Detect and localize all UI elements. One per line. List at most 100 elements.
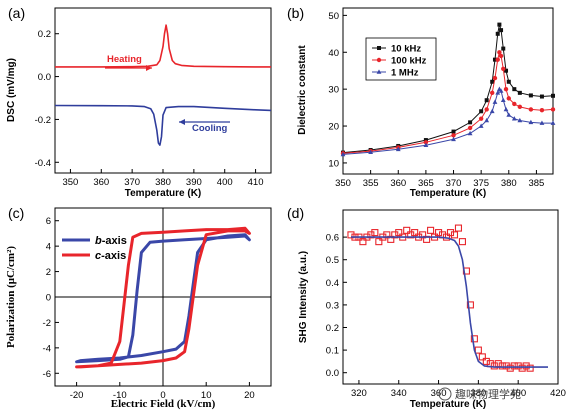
cooling-annotation-text: Cooling [192,123,228,134]
panel-b-series [340,22,556,157]
panel-b-x-axis-label: Temperature (K) [410,188,487,199]
panel-b-label: (b) [287,5,304,21]
data-point [499,28,504,33]
data-point [503,86,509,92]
data-point [347,231,355,239]
panel-d-x-tick-label: 320 [351,388,367,399]
panel-c-zero-lines [55,208,271,386]
panel-a-x-tick-label: 350 [62,177,78,188]
panel-a-x-tick-label: 360 [93,177,109,188]
panel-d-y-tick-label: 0.4 [326,278,339,289]
panel-a-y-tick-label: 0.2 [38,29,51,40]
data-point [497,22,502,27]
panel-d-x-tick-label: 340 [391,388,407,399]
panel-d-series [347,224,548,372]
data-point [506,112,512,117]
panel-a: (a) 350 360 370 380 390 400 410-0.4-0.20.00.2 … [6,5,272,199]
panel-a-x-tick-label: 410 [248,177,264,188]
panel-b-x-tick-label: 365 [418,178,434,189]
data-point [517,117,523,123]
cooling-annotation: Cooling [179,119,230,134]
panel-d-y-axis-label: SHG Intensity (a.u.) [298,251,309,343]
data-point [482,357,490,365]
data-point [403,226,411,234]
data-point [479,109,484,114]
data-point [478,116,484,121]
panel-a-y-tick-label: 0.0 [38,72,51,83]
data-point [518,364,526,372]
data-point [522,362,530,370]
panel-b-y-tick-label: 10 [328,158,339,169]
panel-a-series-line [55,24,271,68]
panel-b-y-tick-label: 20 [328,122,339,133]
data-point [517,104,523,110]
panel-b-x-tick-label: 370 [446,178,462,189]
data-point [470,335,478,343]
panel-a-ticks: 350 360 370 380 390 400 410 -0.4 -0.2 0.0 0.2 [35,29,264,188]
data-point [495,31,500,36]
data-point [458,238,466,246]
panel-a-y-tick-label: -0.4 [35,158,51,169]
data-point [492,99,498,104]
data-point [423,142,429,148]
panel-a-x-tick-label: 400 [217,177,233,188]
data-point [500,97,506,103]
data-point [539,120,545,125]
data-point [489,108,495,114]
panel-c-x-tick-label: -10 [113,390,127,401]
legend-label: 100 kHz [391,56,427,67]
data-point [550,120,556,125]
watermark: 趣味物理学苑 [438,387,521,401]
panel-b-x-tick-label: 375 [473,178,489,189]
panel-b-y-tick-label: 50 [328,11,339,22]
data-point [550,107,556,112]
data-point [497,50,502,55]
data-point [474,346,482,354]
data-point [451,136,456,142]
data-point [506,364,514,372]
data-point [502,362,510,370]
data-point [466,301,474,309]
panel-d-x-tick-label: 380 [470,388,486,399]
data-point [506,79,511,84]
panel-d-y-tick-label: 0.2 [326,323,339,334]
panel-a-x-axis-label: Temperature (K) [125,188,202,199]
legend-marker [376,57,382,63]
legend-label: b-axis [95,235,127,247]
legend-marker [376,69,382,74]
data-point [512,87,517,92]
panel-b-x-tick-label: 355 [363,178,379,189]
panel-d: (d) 320 340 360 380 400 4200.00.10.20.30.40.5… [287,205,566,410]
panel-b-plot-frame [342,7,554,175]
data-point [468,120,473,125]
panel-c-x-tick-label: 0 [160,390,165,401]
data-point [526,364,534,372]
heating-annotation-text: Heating [107,54,142,65]
panel-d-series-line [351,236,548,368]
data-point [490,362,498,370]
data-point [423,140,429,145]
panel-d-x-tick-label: 400 [510,388,526,399]
data-point [501,66,506,72]
panel-d-plot-frame [342,209,559,385]
watermark-icon [438,387,452,401]
data-point [501,46,506,51]
data-point [490,79,495,84]
data-point [451,129,456,134]
panel-a-x-tick-label: 370 [124,177,140,188]
cooling-arrow-head [179,119,185,125]
data-point [484,98,489,103]
data-point [423,138,428,143]
data-point [498,362,506,370]
panel-d-x-tick-label: 420 [550,388,566,399]
panel-c-legend: b-axis c-axis [62,235,127,262]
data-point [528,93,533,98]
panel-c-series [75,226,251,369]
data-point [504,68,509,73]
panel-c-y-axis-label: Polarization (μC/cm²) [5,246,17,348]
panel-c-series-line [75,226,251,369]
heating-arrow-head [146,65,152,71]
